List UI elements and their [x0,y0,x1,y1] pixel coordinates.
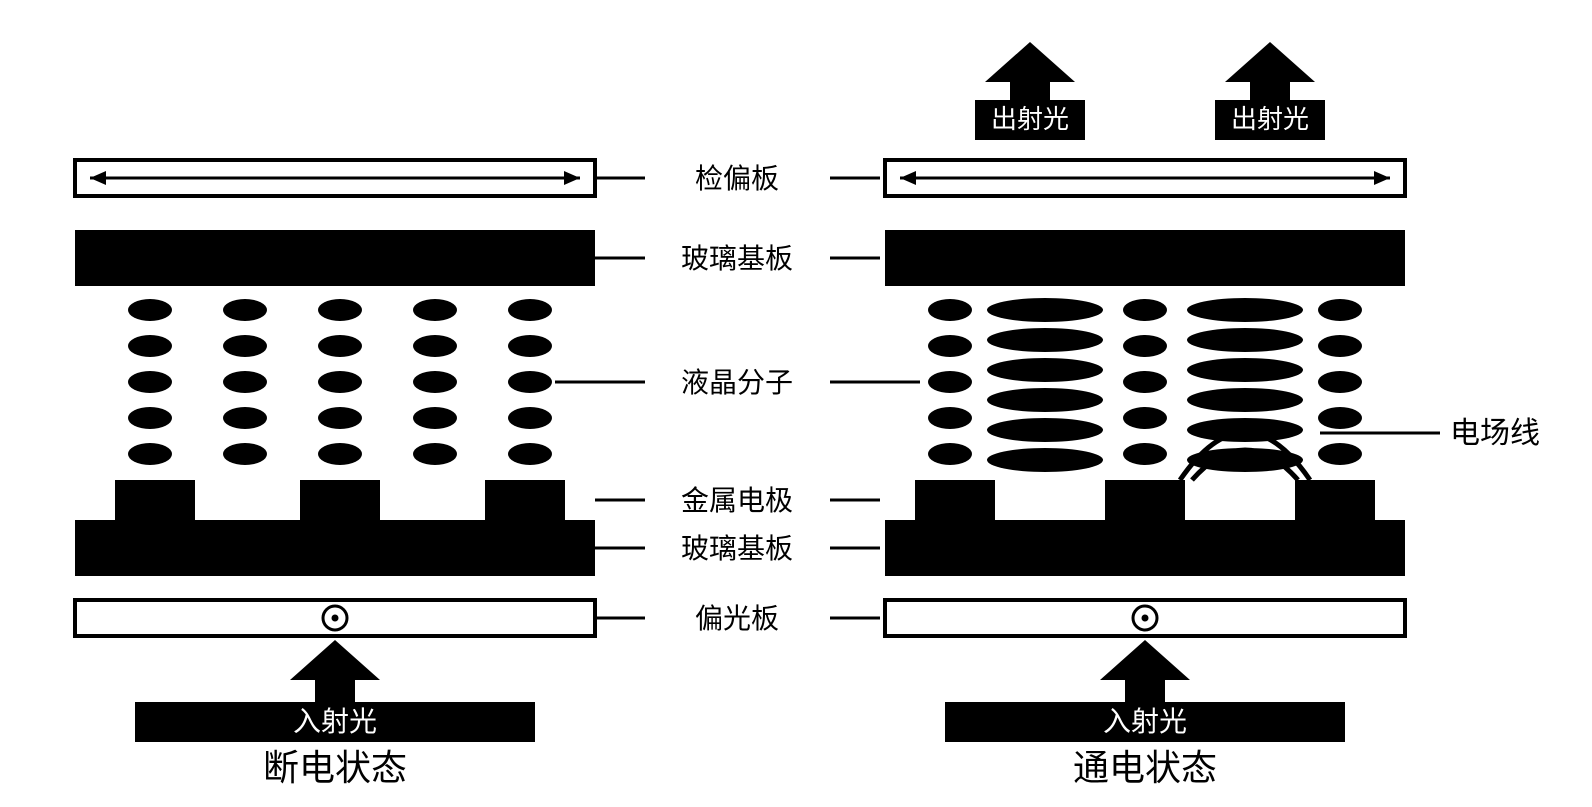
cell-on: 出射光 出射光 [885,42,1405,787]
label-glass-top: 玻璃基板 [681,243,793,275]
incident-label-on: 入射光 [1103,706,1187,738]
cell-off: 入射光 断电状态 [75,160,595,787]
state-off-caption: 断电状态 [263,748,407,787]
lc-molecules-on [928,298,1362,472]
electrodes-on [915,480,1375,520]
label-field-line: 电场线 [1450,417,1540,450]
electrodes-off [115,480,565,520]
label-polarizer-top: 检偏板 [695,163,779,195]
emergent-left: 出射光 [975,42,1085,140]
glass-bottom-off [75,520,595,576]
lc-molecules-off [128,299,552,465]
glass-bottom-on [885,520,1405,576]
incident-arrow-off [290,640,380,705]
center-labels: 检偏板 玻璃基板 液晶分子 金属电极 玻璃基板 偏光板 [555,163,920,635]
label-lc: 液晶分子 [681,367,793,399]
label-polarizer-bottom: 偏光板 [695,603,779,635]
incident-arrow-on [1100,640,1190,705]
label-glass-bottom: 玻璃基板 [681,533,793,565]
diagram-svg: 入射光 断电状态 检偏板 玻璃基板 液晶分子 金属电极 玻璃基板 偏光板 [20,20,1592,787]
emergent-label-1: 出射光 [991,105,1069,134]
emergent-label-2: 出射光 [1231,105,1309,134]
lcd-ips-diagram: 入射光 断电状态 检偏板 玻璃基板 液晶分子 金属电极 玻璃基板 偏光板 [20,20,1592,787]
state-on-caption: 通电状态 [1073,748,1217,787]
glass-top-off [75,230,595,286]
incident-label-off: 入射光 [293,706,377,738]
label-electrode: 金属电极 [681,485,793,517]
emergent-right: 出射光 [1215,42,1325,140]
glass-top-on [885,230,1405,286]
